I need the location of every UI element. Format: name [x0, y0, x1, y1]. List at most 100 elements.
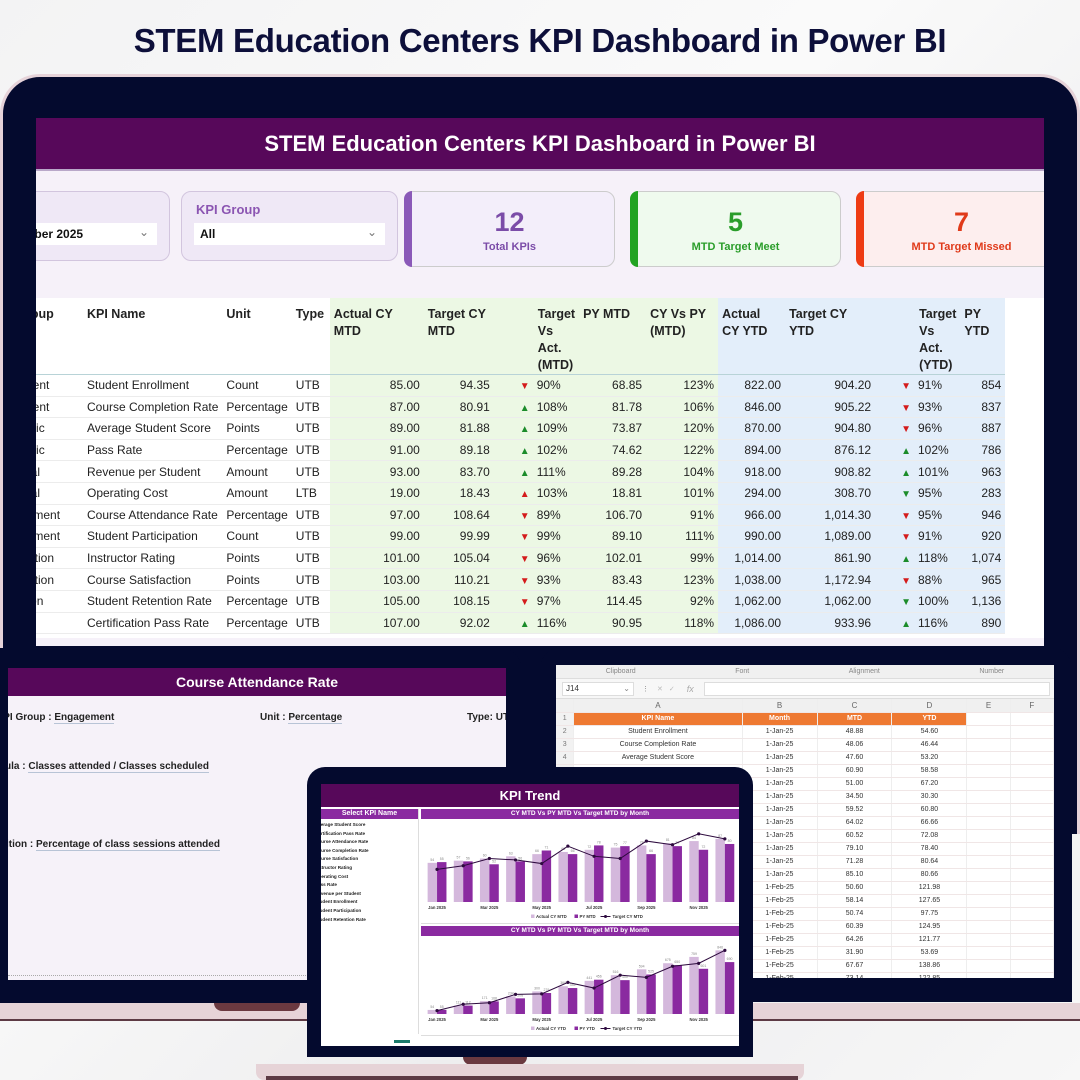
excel-header-cell[interactable]: Month	[742, 712, 818, 726]
column-letter[interactable]: D	[891, 699, 968, 713]
actual-bar[interactable]	[689, 956, 699, 1014]
py-bar[interactable]	[541, 850, 552, 902]
empty-cell[interactable]	[1010, 764, 1054, 778]
excel-cell[interactable]: 1-Jan-25	[742, 829, 818, 843]
select-all-corner[interactable]	[556, 699, 575, 713]
table-row[interactable]: QualityCertification Pass RatePercentage…	[36, 612, 1006, 635]
empty-cell[interactable]	[966, 777, 1011, 791]
excel-cell[interactable]: 30.30	[891, 790, 968, 804]
actual-bar[interactable]	[610, 847, 621, 902]
empty-cell[interactable]	[966, 972, 1011, 978]
row-number[interactable]: 1	[556, 712, 575, 726]
kpi-group-dropdown[interactable]: All ⌄	[194, 223, 385, 245]
py-bar[interactable]	[463, 861, 473, 902]
empty-cell[interactable]	[1010, 946, 1054, 960]
empty-cell[interactable]	[966, 868, 1011, 882]
table-row[interactable]: EngagementCourse Attendance RatePercenta…	[36, 504, 1006, 527]
page-tab-indicator[interactable]	[394, 1040, 410, 1043]
actual-bar[interactable]	[453, 860, 464, 902]
empty-cell[interactable]	[1010, 920, 1054, 934]
empty-cell[interactable]	[1010, 725, 1054, 739]
empty-cell[interactable]	[966, 790, 1011, 804]
col-header[interactable]: PY MTD	[579, 298, 647, 375]
target-point[interactable]	[670, 843, 675, 847]
month-slicer[interactable]: Month December 2025 ⌄	[36, 191, 170, 261]
actual-bar[interactable]	[427, 1009, 438, 1014]
empty-cell[interactable]	[1010, 972, 1054, 978]
excel-cell[interactable]: 60.52	[817, 829, 893, 843]
excel-cell[interactable]: 59.52	[817, 803, 893, 817]
excel-cell[interactable]: 1-Jan-25	[742, 751, 818, 765]
actual-bar[interactable]	[663, 843, 673, 902]
table-row[interactable]: AcademicAverage Student ScorePointsUTB89…	[36, 417, 1006, 440]
excel-cell[interactable]: 80.64	[891, 855, 968, 869]
excel-cell[interactable]: 58.58	[891, 764, 968, 778]
empty-cell[interactable]	[966, 907, 1011, 921]
name-box[interactable]: J14 ⌄	[562, 681, 634, 696]
empty-cell[interactable]	[966, 959, 1011, 973]
more-options-icon[interactable]: ⋮	[642, 685, 649, 693]
py-bar[interactable]	[567, 854, 578, 902]
py-bar[interactable]	[646, 854, 656, 902]
table-row[interactable]: FinancialRevenue per StudentAmountUTB93.…	[36, 460, 1006, 483]
py-bar[interactable]	[698, 968, 709, 1014]
excel-cell[interactable]: 47.60	[817, 751, 893, 765]
kpi-name-option[interactable]: Average Student Score	[321, 822, 366, 827]
empty-cell[interactable]	[966, 764, 1011, 778]
target-point[interactable]	[618, 973, 622, 977]
empty-cell[interactable]	[966, 881, 1011, 895]
target-point[interactable]	[644, 839, 648, 843]
excel-cell[interactable]: 138.86	[891, 959, 968, 973]
kpi-name-option[interactable]: Student Participation	[321, 907, 362, 913]
excel-cell[interactable]: 1-Jan-25	[742, 803, 818, 817]
empty-cell[interactable]	[966, 803, 1011, 817]
py-bar[interactable]	[515, 861, 525, 902]
excel-cell[interactable]: 66.66	[891, 816, 968, 830]
py-bar[interactable]	[724, 843, 735, 902]
excel-cell[interactable]: 80.66	[891, 868, 968, 882]
target-point[interactable]	[487, 1001, 491, 1005]
target-point[interactable]	[670, 964, 675, 968]
py-bar[interactable]	[437, 1009, 447, 1014]
kpi-name-option[interactable]: Course Attendance Rate	[321, 839, 369, 845]
col-header[interactable]: Target CY YTD	[785, 298, 876, 375]
excel-cell[interactable]: 60.39	[817, 920, 893, 934]
target-point[interactable]	[592, 986, 596, 990]
empty-cell[interactable]	[966, 712, 1011, 726]
empty-cell[interactable]	[966, 946, 1011, 960]
empty-cell[interactable]	[1010, 738, 1054, 752]
excel-cell[interactable]: 1-Feb-25	[742, 972, 818, 978]
excel-cell[interactable]: 48.88	[817, 725, 893, 739]
excel-cell[interactable]: 1-Jan-25	[742, 816, 818, 830]
excel-cell[interactable]: 50.60	[817, 881, 893, 895]
empty-cell[interactable]	[1010, 907, 1054, 921]
col-header[interactable]: Actual CY YTD	[718, 298, 786, 375]
excel-cell[interactable]: 1-Jan-25	[742, 868, 818, 882]
actual-bar[interactable]	[506, 856, 516, 902]
excel-cell[interactable]: 60.90	[817, 764, 893, 778]
empty-cell[interactable]	[1010, 712, 1054, 726]
column-letter[interactable]: E	[966, 699, 1011, 713]
py-bar[interactable]	[567, 988, 578, 1014]
excel-cell[interactable]: 53.20	[891, 751, 968, 765]
row-number[interactable]: 2	[556, 725, 575, 739]
excel-header-cell[interactable]: YTD	[891, 712, 968, 726]
table-row[interactable]: RetentionStudent Retention RatePercentag…	[36, 590, 1006, 613]
kpi-name-option[interactable]: Operating Cost	[321, 873, 349, 879]
actual-bar[interactable]	[506, 996, 516, 1014]
excel-cell[interactable]: 85.10	[817, 868, 893, 882]
target-point[interactable]	[566, 844, 570, 848]
excel-cell[interactable]: 1-Jan-25	[742, 738, 818, 752]
excel-cell[interactable]: 1-Feb-25	[742, 881, 818, 895]
empty-cell[interactable]	[1010, 881, 1054, 895]
actual-bar[interactable]	[558, 986, 568, 1014]
table-row[interactable]: SatisfactionCourse SatisfactionPointsUTB…	[36, 568, 1006, 591]
actual-bar[interactable]	[689, 841, 699, 902]
col-header[interactable]: PY YTD	[960, 298, 1006, 375]
insert-function-icon[interactable]: fx	[686, 683, 694, 694]
kpi-name-option[interactable]: Course Satisfaction	[321, 856, 359, 862]
excel-cell[interactable]: 51.00	[817, 777, 893, 791]
target-point[interactable]	[435, 1009, 439, 1013]
target-point[interactable]	[697, 832, 701, 836]
actual-bar[interactable]	[663, 963, 673, 1014]
